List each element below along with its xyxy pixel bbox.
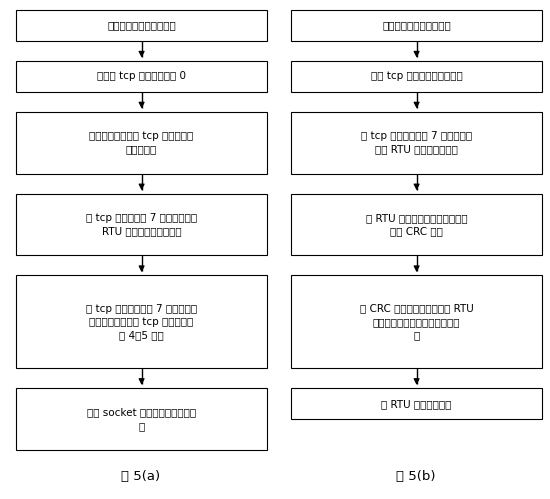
Text: 计算转换前后的数据长度: 计算转换前后的数据长度 [382, 20, 451, 30]
Bar [292, 61, 542, 92]
Bar [292, 194, 542, 255]
Text: 对 RTU 格式数据寄存器中的内容
进行 CRC 校验: 对 RTU 格式数据寄存器中的内容 进行 CRC 校验 [366, 213, 468, 236]
Text: 将 tcp 格式数据从第 7 字节开始存
储到 RTU 格式数据寄存器: 将 tcp 格式数据从第 7 字节开始存 储到 RTU 格式数据寄存器 [361, 131, 472, 154]
Text: 图 5(b): 图 5(b) [395, 470, 435, 483]
Bar [16, 388, 267, 450]
Bar [292, 388, 542, 419]
Text: 储存 tcp 格式数据的前两字节: 储存 tcp 格式数据的前两字节 [371, 71, 463, 81]
Text: 将 tcp 格式数据从第 7 字节开始的
剩余字节个数赋给 tcp 格式数据的
第 4、5 字节: 将 tcp 格式数据从第 7 字节开始的 剩余字节个数赋给 tcp 格式数据的 … [86, 304, 197, 340]
Bar [16, 112, 267, 174]
Text: 计算转换前后的数据长度: 计算转换前后的数据长度 [107, 20, 176, 30]
Bar [292, 112, 542, 174]
Text: 图 5(a): 图 5(a) [120, 470, 160, 483]
Text: 初始化 tcp 格式数据全为 0: 初始化 tcp 格式数据全为 0 [97, 71, 186, 81]
Bar [16, 10, 267, 41]
Bar [292, 275, 542, 368]
Bar [16, 194, 267, 255]
Text: 通过 socket 将转换后的数据发出
去: 通过 socket 将转换后的数据发出 去 [87, 408, 196, 431]
Bar [292, 10, 542, 41]
Text: 将 RTU 数据写到串口: 将 RTU 数据写到串口 [381, 399, 452, 409]
Text: 从 tcp 格式数据第 7 个字节开始将
RTU 格式的数据复制过来: 从 tcp 格式数据第 7 个字节开始将 RTU 格式的数据复制过来 [86, 213, 197, 236]
Bar [16, 61, 267, 92]
Bar [16, 275, 267, 368]
Text: 将储存的信息赋给 tcp 格式数据的
前两个字节: 将储存的信息赋给 tcp 格式数据的 前两个字节 [90, 131, 194, 154]
Text: 将 CRC 校验的两个字节加在 RTU
格式数据寄存器中有效数据的最
后: 将 CRC 校验的两个字节加在 RTU 格式数据寄存器中有效数据的最 后 [360, 304, 474, 340]
